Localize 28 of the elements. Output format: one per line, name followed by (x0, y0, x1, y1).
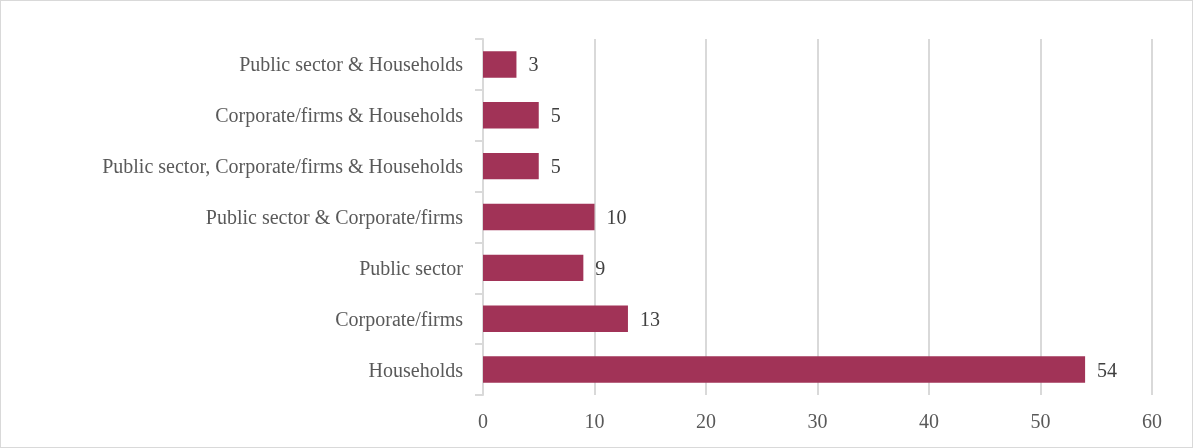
y-tick-label: Corporate/firms & Households (215, 104, 464, 128)
bar (483, 305, 628, 332)
bar (483, 51, 517, 78)
y-tick-label: Corporate/firms (335, 307, 464, 331)
y-tick-label: Public sector, Corporate/firms & Households (102, 155, 464, 179)
data-label: 9 (595, 256, 606, 279)
bar (483, 152, 539, 180)
y-tick-label: Public sector (359, 256, 464, 279)
x-tick-label: 0 (478, 410, 488, 432)
bar (483, 203, 595, 231)
bar (483, 254, 584, 282)
y-tick-label: Public sector & Households (239, 53, 464, 76)
data-label: 3 (528, 53, 539, 76)
x-tick-label: 30 (807, 410, 828, 432)
data-label: 54 (1097, 358, 1118, 381)
y-tick-label: Households (368, 358, 464, 381)
x-tick-label: 20 (696, 410, 716, 432)
data-label: 13 (639, 307, 660, 330)
data-label: 10 (606, 206, 627, 228)
data-label: 5 (550, 155, 561, 178)
x-tick-label: 60 (1142, 410, 1162, 432)
data-label: 5 (550, 104, 561, 127)
x-tick-label: 40 (919, 410, 939, 432)
x-tick-label: 10 (584, 410, 605, 432)
y-tick-label: Public sector & Corporate/firms (205, 206, 464, 229)
x-tick-label: 50 (1030, 410, 1051, 432)
bar (483, 102, 539, 129)
bar (483, 356, 1086, 383)
